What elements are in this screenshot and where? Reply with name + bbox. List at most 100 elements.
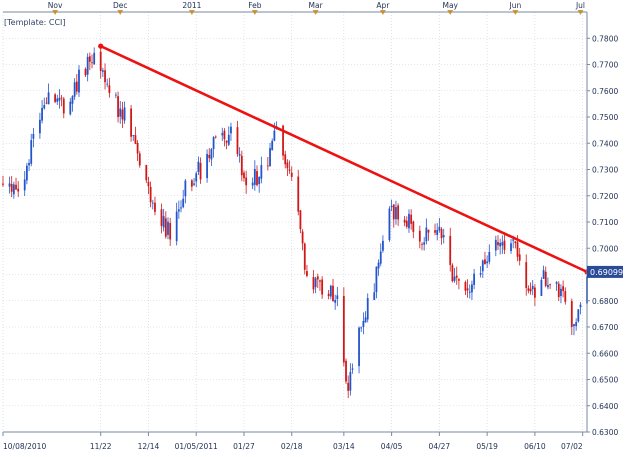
candle [230, 122, 232, 141]
y-tick-label: 0.6800 [592, 297, 618, 306]
candle [132, 134, 135, 141]
candle-body [199, 162, 202, 180]
month-label: Jun [508, 1, 521, 10]
candle [299, 209, 302, 234]
candle [494, 235, 497, 257]
candle [149, 181, 152, 208]
last-price-label: 0.69099 [590, 268, 623, 277]
candle-body [316, 276, 319, 280]
candle [345, 358, 347, 384]
candle [312, 270, 315, 294]
candle-body [364, 317, 367, 323]
candle-body [45, 102, 48, 104]
candle-body [405, 220, 408, 227]
month-label: Feb [248, 1, 262, 10]
candle-body [190, 180, 193, 187]
candle-body [481, 260, 484, 272]
candle-body [273, 130, 276, 141]
x-tick-label: 11/22 [90, 442, 112, 451]
candle [73, 78, 76, 100]
candle [334, 294, 337, 310]
candle [47, 83, 50, 105]
candle-body [230, 126, 232, 134]
trendline-handle-start[interactable] [98, 43, 104, 49]
candle-body [442, 235, 445, 238]
candle [529, 282, 532, 295]
candle-body [17, 188, 20, 192]
candle [91, 54, 93, 69]
candle [464, 280, 467, 296]
month-label: Apr [376, 1, 390, 10]
candle [195, 171, 198, 188]
y-tick-label: 0.7100 [592, 218, 618, 227]
candle-body [410, 214, 413, 224]
candle-body [362, 320, 365, 327]
candle-body [256, 171, 258, 186]
candle [557, 281, 560, 302]
candle-body [58, 97, 61, 101]
candle [23, 171, 26, 197]
candle-body [197, 161, 200, 172]
candle [473, 268, 476, 290]
candle [533, 284, 536, 307]
candle [349, 363, 352, 396]
candle-body [336, 295, 339, 300]
candle-body [557, 283, 560, 298]
candle-body [345, 360, 347, 382]
candle-body [473, 273, 476, 285]
candle-body [533, 287, 536, 298]
candle [54, 92, 57, 104]
candle-body [455, 275, 458, 278]
candle [223, 128, 226, 147]
candle-body [377, 262, 380, 269]
candle-body [119, 108, 122, 117]
candle-body [366, 298, 369, 320]
candle [434, 223, 436, 236]
candle [436, 223, 439, 241]
candle-body [512, 239, 515, 241]
candle-body [577, 309, 580, 322]
candle-body [10, 184, 13, 192]
candle-body [332, 285, 334, 302]
x-tick-label: 05/19 [476, 442, 498, 451]
candle-body [555, 282, 558, 284]
candle-body [494, 239, 497, 251]
candle-body [358, 327, 360, 367]
candle [332, 278, 334, 302]
candle [10, 175, 13, 198]
candle-body [542, 270, 545, 279]
candle [108, 77, 111, 98]
candle-body [347, 382, 350, 391]
candle-body [403, 219, 406, 223]
candle-body [15, 184, 17, 190]
candle [251, 177, 254, 190]
candle-body [412, 221, 415, 232]
candle [190, 179, 193, 192]
candle [573, 323, 575, 336]
candle [316, 273, 319, 289]
candle [78, 65, 80, 97]
candle-body [579, 304, 582, 308]
candle-body [418, 230, 421, 242]
candle-body [149, 186, 152, 203]
candle [25, 162, 28, 185]
candle-body [30, 140, 33, 164]
candle [547, 277, 549, 290]
candle [162, 208, 165, 232]
candle-body [101, 70, 104, 72]
candle [41, 100, 43, 124]
y-tick-label: 0.7400 [592, 139, 618, 148]
candle [2, 175, 4, 187]
candle-body [223, 130, 226, 140]
candle-body [375, 266, 378, 293]
candle-body [136, 142, 139, 154]
candle [451, 263, 454, 283]
candle-body [145, 165, 148, 181]
resistance-trendline[interactable] [99, 44, 589, 274]
y-tick-label: 0.7200 [592, 192, 618, 201]
candle-body [471, 284, 473, 293]
candle-body [86, 56, 89, 75]
candle [319, 279, 321, 291]
candle-body [177, 209, 180, 212]
candle [425, 218, 428, 245]
